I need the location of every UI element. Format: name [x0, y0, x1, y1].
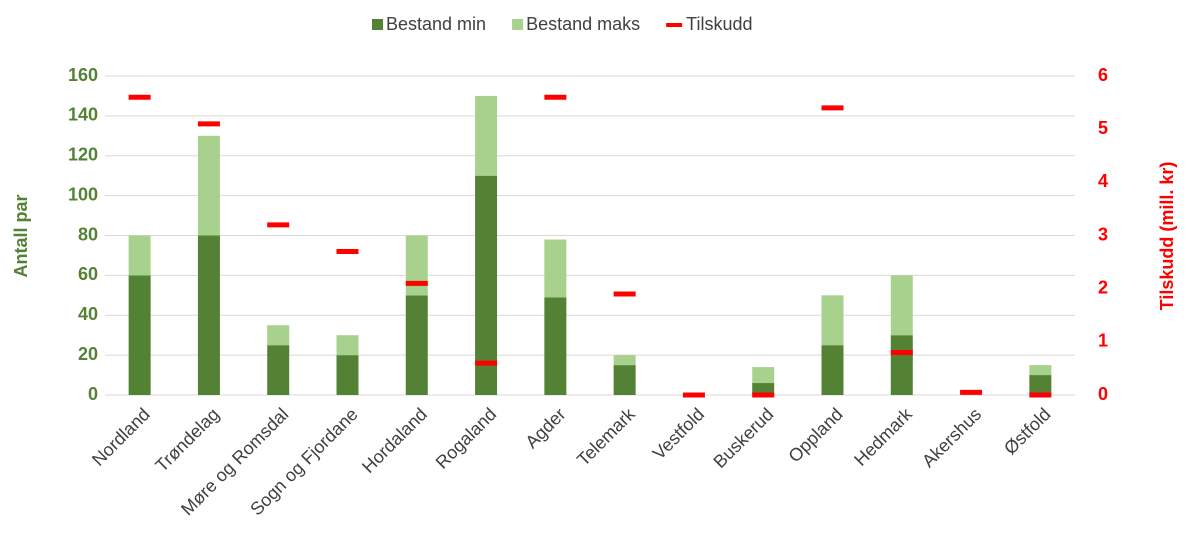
- x-tick-label: Agder: [521, 404, 569, 452]
- y-tick-label: 20: [78, 344, 98, 364]
- bar-segment: [336, 335, 359, 356]
- y-tick-label: 120: [68, 145, 98, 165]
- bar-segment: [197, 135, 220, 236]
- bar-segment: [405, 235, 428, 296]
- y2-tick-label: 4: [1098, 171, 1108, 191]
- bar-segment: [128, 235, 151, 276]
- y-tick-label: 60: [78, 264, 98, 284]
- x-tick-label: Hordaland: [358, 404, 431, 477]
- bar-segment: [405, 295, 428, 395]
- bar-segment: [197, 235, 220, 395]
- y-tick-label: 160: [68, 65, 98, 85]
- bar-segment: [267, 325, 290, 346]
- x-tick-label: Østfold: [1000, 404, 1054, 458]
- y2-axis-label: Tilskudd (mill. kr): [1157, 162, 1177, 311]
- x-tick-label: Nordland: [88, 404, 154, 470]
- x-tick-label: Buskerud: [709, 404, 777, 472]
- legend-label: Tilskudd: [686, 14, 752, 34]
- y-tick-label: 0: [88, 384, 98, 404]
- y2-tick-label: 3: [1098, 224, 1108, 244]
- y2-tick-label: 5: [1098, 118, 1108, 138]
- legend-label: Bestand maks: [526, 14, 640, 34]
- x-tick-label: Oppland: [784, 404, 846, 466]
- bar-segment: [544, 239, 567, 298]
- y-axis-label: Antall par: [11, 194, 31, 277]
- y2-tick-label: 1: [1098, 331, 1108, 351]
- bar-segment: [544, 297, 567, 395]
- bar-segment: [821, 345, 844, 395]
- x-tick-label: Telemark: [573, 403, 639, 469]
- bar-segment: [752, 367, 775, 384]
- bar-segment: [475, 175, 498, 395]
- x-tick-label: Rogaland: [432, 404, 501, 473]
- x-tick-label: Hedmark: [850, 403, 916, 469]
- y2-tick-label: 2: [1098, 277, 1108, 297]
- bar-segment: [475, 95, 498, 176]
- x-tick-label: Vestfold: [649, 404, 708, 463]
- bar-segment: [1029, 375, 1052, 395]
- x-tick-label: Akershus: [918, 404, 985, 471]
- bar-segment: [890, 335, 913, 395]
- bar-segment: [267, 345, 290, 395]
- y-tick-label: 140: [68, 105, 98, 125]
- bar-segment: [613, 365, 636, 395]
- y2-tick-label: 0: [1098, 384, 1108, 404]
- y-tick-label: 40: [78, 304, 98, 324]
- x-tick-label: Trøndelag: [151, 404, 223, 476]
- bar-segment: [752, 383, 775, 395]
- bar-segment: [613, 355, 636, 366]
- bar-segment: [890, 275, 913, 336]
- bar-segment: [128, 275, 151, 395]
- bar-segment: [336, 355, 359, 395]
- legend-swatch: [512, 19, 524, 30]
- y-tick-label: 80: [78, 224, 98, 244]
- legend-swatch: [372, 19, 383, 30]
- y-tick-label: 100: [68, 184, 98, 204]
- y2-tick-label: 6: [1098, 65, 1108, 85]
- bar-segment: [821, 295, 844, 346]
- bar-segment: [1029, 365, 1052, 376]
- legend-label: Bestand min: [386, 14, 486, 34]
